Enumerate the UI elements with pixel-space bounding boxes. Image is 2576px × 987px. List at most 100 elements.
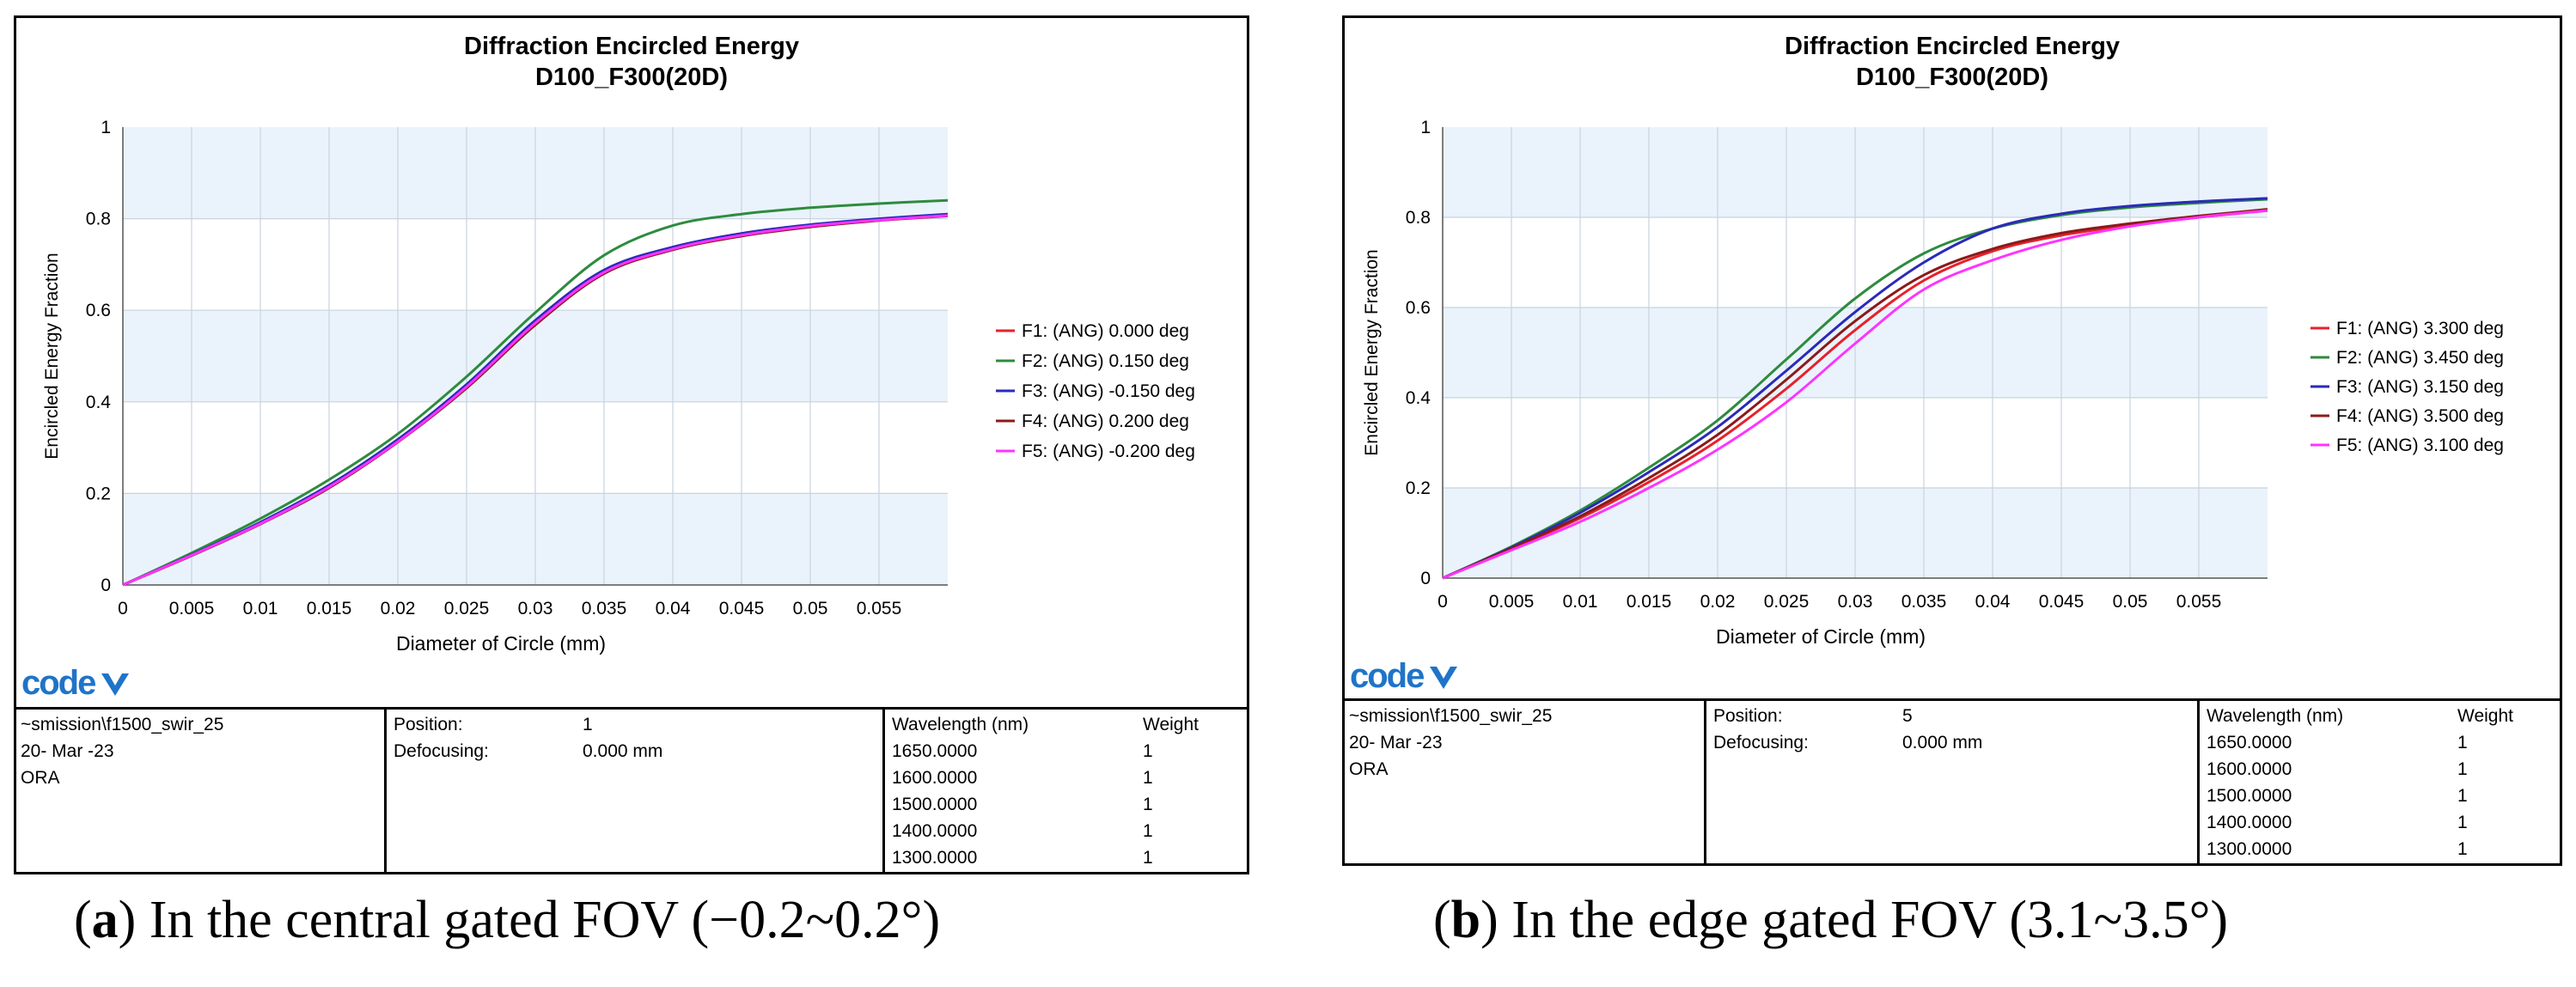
defocus-value: 0.000 mm: [1902, 733, 1983, 752]
codev-logo: code: [21, 664, 131, 703]
y-tick-label: 1: [1420, 118, 1431, 137]
caption-text: In the central gated FOV (−0.2~0.2°): [149, 891, 941, 949]
x-axis-label: Diameter of Circle (mm): [1716, 625, 1926, 648]
wavelength-row: 1300.0000 1: [2207, 839, 2468, 859]
legend-entry: F1: (ANG) 0.000 deg: [1022, 321, 1189, 341]
info-position-cell: Position: 5 Defocusing: 0.000 mm: [1706, 701, 2200, 866]
info-wavelength-cell: Wavelength (nm) Weight 1650.0000 1 1600.00…: [885, 710, 1249, 874]
caption-b: (b) In the edge gated FOV (3.1~3.5°): [1433, 891, 2229, 949]
chart-subtitle: D100_F300(20D): [1855, 64, 2049, 91]
x-tick-label: 0.055: [857, 599, 902, 618]
date-text: 20- Mar -23: [21, 741, 114, 761]
caption-text: In the edge gated FOV (3.1~3.5°): [1511, 891, 2229, 949]
position-value: 5: [1902, 706, 1913, 726]
legend-entry: F3: (ANG) 3.150 deg: [2336, 377, 2504, 397]
x-tick-label: 0.04: [1975, 592, 2011, 612]
y-axis-label: Encircled Energy Fraction: [1362, 249, 1382, 455]
x-tick-label: 0.055: [2176, 592, 2222, 612]
x-tick-label: 0.05: [2113, 592, 2148, 612]
x-tick-label: 0.03: [518, 599, 553, 618]
wavelength-header: Wavelength (nm): [2207, 706, 2344, 726]
x-tick-label: 0.03: [1838, 592, 1873, 612]
org-text: ORA: [21, 768, 60, 788]
weight-header: Weight: [1143, 715, 1199, 734]
file-name: ~smission\f1500_swir_25: [21, 715, 224, 734]
y-tick-label: 0.2: [86, 484, 111, 503]
chart-title: Diffraction Encircled Energy: [464, 33, 799, 60]
wavelength-row: 1500.0000 1: [892, 795, 1153, 814]
wavelength-row: 1300.0000 1: [892, 848, 1153, 868]
y-tick-label: 0.8: [1406, 208, 1431, 228]
series-line: [1442, 209, 2268, 580]
legend-entry: F4: (ANG) 3.500 deg: [2336, 406, 2504, 426]
position-label: Position:: [394, 715, 463, 734]
position-value: 1: [583, 715, 593, 734]
x-tick-label: 0.045: [2039, 592, 2085, 612]
x-tick-label: 0.035: [582, 599, 627, 618]
y-tick-label: 0: [1420, 569, 1431, 588]
info-wavelength-cell: Wavelength (nm) Weight 1650.0000 1 1600.00…: [2200, 701, 2562, 866]
info-table: ~smission\f1500_swir_25 20- Mar -23 ORA …: [1342, 698, 2562, 866]
x-tick-label: 0.005: [1489, 592, 1535, 612]
legend-entry: F5: (ANG) 3.100 deg: [2336, 436, 2504, 455]
x-tick-label: 0.025: [444, 599, 490, 618]
x-axis-label: Diameter of Circle (mm): [396, 632, 606, 655]
defocus-value: 0.000 mm: [583, 741, 663, 761]
position-label: Position:: [1713, 706, 1783, 726]
series-line: [1442, 208, 2268, 580]
x-tick-label: 0.025: [1764, 592, 1810, 612]
logo-text: code: [1350, 657, 1425, 695]
y-tick-label: 0: [101, 576, 111, 595]
info-position-cell: Position: 1 Defocusing: 0.000 mm: [387, 710, 885, 874]
x-tick-label: 0.05: [793, 599, 828, 618]
weight-header: Weight: [2457, 706, 2513, 726]
x-tick-label: 0.035: [1901, 592, 1947, 612]
wavelength-row: 1650.0000 1: [2207, 733, 2468, 752]
encircled-energy-chart-a: 0 0.005 0.01 0.015 0.02 0.025 0.03 0.035 0.04 0.0…: [42, 118, 1195, 655]
x-tick-label: 0.005: [169, 599, 215, 618]
wavelength-header: Wavelength (nm): [892, 715, 1029, 734]
caption-a: (a) In the central gated FOV (−0.2~0.2°): [74, 891, 941, 949]
series-line: [1442, 197, 2268, 580]
legend-entry: F1: (ANG) 3.300 deg: [2336, 319, 2504, 338]
y-tick-label: 0.6: [86, 301, 111, 320]
y-tick-label: 0.6: [1406, 298, 1431, 318]
series-line: [1442, 198, 2268, 580]
x-tick-label: 0.02: [381, 599, 416, 618]
legend-entry: F4: (ANG) 0.200 deg: [1022, 411, 1189, 431]
series-line: [122, 214, 949, 587]
y-axis-label: Encircled Energy Fraction: [42, 253, 62, 459]
legend-entry: F2: (ANG) 3.450 deg: [2336, 348, 2504, 368]
x-tick-label: 0.015: [1627, 592, 1672, 612]
defocus-label: Defocusing:: [394, 741, 489, 761]
x-tick-label: 0.04: [656, 599, 691, 618]
defocus-label: Defocusing:: [1713, 733, 1809, 752]
y-tick-label: 0.8: [86, 210, 111, 229]
x-tick-label: 0: [1438, 592, 1448, 612]
y-tick-label: 0.2: [1406, 478, 1431, 498]
legend-entry: F5: (ANG) -0.200 deg: [1022, 442, 1195, 461]
wavelength-row: 1600.0000 1: [2207, 759, 2468, 779]
caption-letter: b: [1450, 891, 1481, 949]
date-text: 20- Mar -23: [1349, 733, 1443, 752]
chart-title: Diffraction Encircled Energy: [1785, 33, 2120, 60]
info-file-cell: ~smission\f1500_swir_25 20- Mar -23 ORA: [14, 710, 387, 874]
logo-v-icon: [1430, 667, 1458, 690]
logo-text: code: [21, 664, 96, 702]
x-tick-label: 0.045: [719, 599, 765, 618]
x-tick-label: 0.01: [1563, 592, 1598, 612]
codev-logo: code: [1350, 657, 1459, 696]
wavelength-row: 1600.0000 1: [892, 768, 1153, 788]
x-tick-label: 0.01: [243, 599, 278, 618]
legend-entry: F3: (ANG) -0.150 deg: [1022, 381, 1195, 401]
x-tick-label: 0.02: [1700, 592, 1736, 612]
caption-letter: a: [91, 891, 119, 949]
wavelength-row: 1400.0000 1: [892, 821, 1153, 841]
wavelength-row: 1650.0000 1: [892, 741, 1153, 761]
x-tick-label: 0.015: [307, 599, 352, 618]
chart-subtitle: D100_F300(20D): [534, 64, 729, 91]
y-tick-label: 0.4: [86, 393, 112, 412]
x-tick-label: 0: [118, 599, 128, 618]
org-text: ORA: [1349, 759, 1389, 779]
wavelength-row: 1400.0000 1: [2207, 813, 2468, 832]
